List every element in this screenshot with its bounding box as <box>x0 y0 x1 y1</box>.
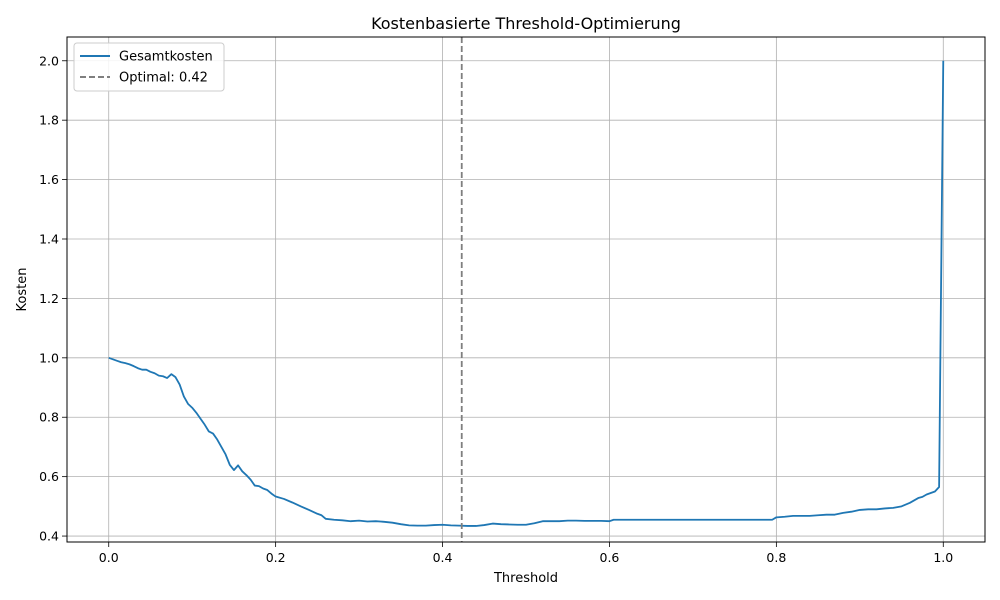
data-layer <box>108 37 945 542</box>
legend-box <box>73 42 225 92</box>
x-tick-label: 1.0 <box>933 550 953 565</box>
y-tick-label: 0.8 <box>39 410 59 425</box>
y-tick-label: 1.4 <box>39 232 59 247</box>
x-tick-label: 0.8 <box>766 550 786 565</box>
x-tick-label: 0.2 <box>266 550 286 565</box>
y-tick-label: 1.8 <box>39 113 59 128</box>
y-tick-label: 2.0 <box>39 53 59 68</box>
grid-layer <box>67 37 985 542</box>
chart-title: Kostenbasierte Threshold-Optimierung <box>371 14 681 33</box>
x-axis-title: Threshold <box>493 571 558 586</box>
x-tick-label: 0.4 <box>433 550 453 565</box>
series-line-gesamtkosten <box>108 60 945 527</box>
x-tick-label: 0.6 <box>600 550 620 565</box>
legend: Gesamtkosten Optimal: 0.42 <box>73 42 225 92</box>
y-tick-label: 1.6 <box>39 172 59 187</box>
legend-label-gesamtkosten: Gesamtkosten <box>119 50 213 65</box>
tick-layer: 0.0 0.2 0.4 0.6 0.8 1.0 0.4 0.6 0.8 1.0 1.2 1.4 1.6 1… <box>39 53 953 565</box>
y-tick-label: 0.4 <box>39 529 59 544</box>
y-tick-label: 0.6 <box>39 469 59 484</box>
plot-frame <box>66 36 986 543</box>
y-axis-title: Kosten <box>15 268 30 312</box>
y-tick-label: 1.2 <box>39 291 59 306</box>
legend-label-optimal: Optimal: 0.42 <box>119 71 208 86</box>
x-tick-label: 0.0 <box>99 550 119 565</box>
y-tick-label: 1.0 <box>39 350 59 365</box>
